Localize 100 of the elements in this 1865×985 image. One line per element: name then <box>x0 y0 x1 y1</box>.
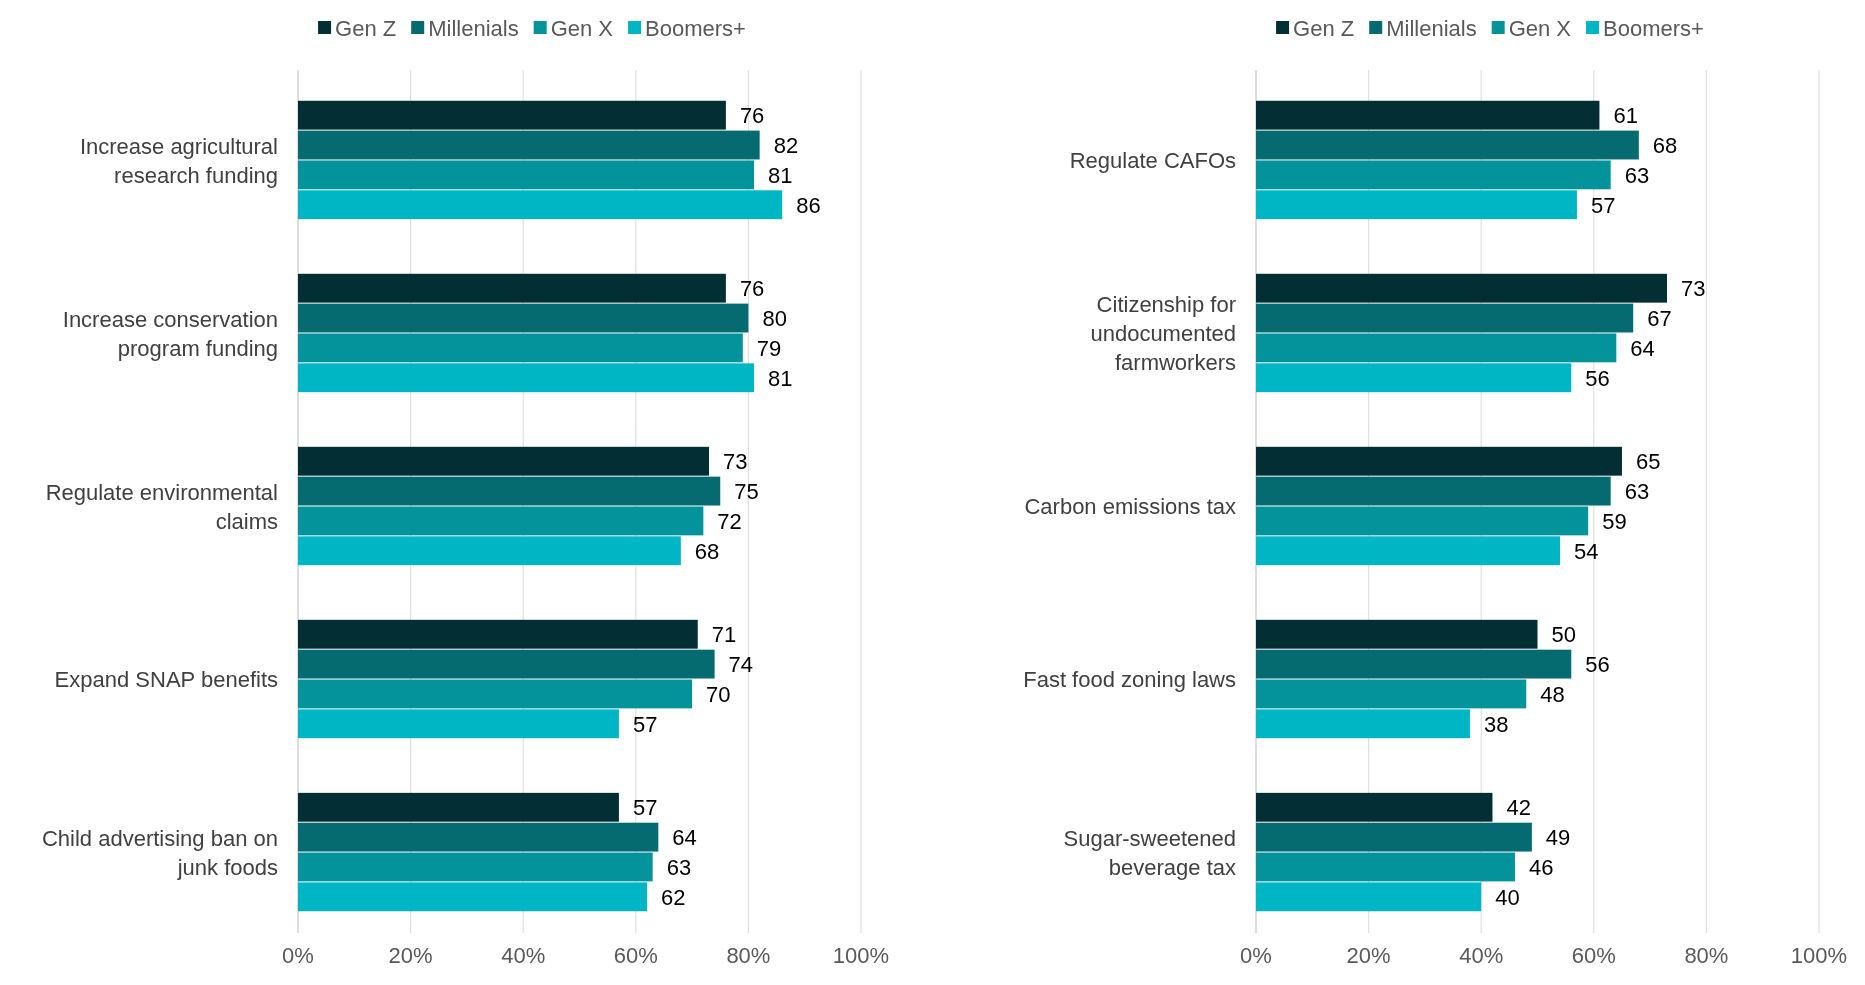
x-tick-label: 20% <box>388 942 433 968</box>
y-tick-label: Expand SNAP benefits <box>54 667 278 693</box>
data-label: 57 <box>632 795 658 821</box>
data-label: 70 <box>706 682 731 708</box>
data-label: 64 <box>672 825 697 851</box>
legend-label: Gen X <box>1508 15 1572 41</box>
bar <box>298 709 619 739</box>
x-tick-label: 0% <box>1240 942 1272 968</box>
bar <box>1256 160 1611 190</box>
x-tick-label: 60% <box>1571 942 1616 968</box>
bar <box>1256 190 1577 220</box>
data-label: 63 <box>666 855 692 881</box>
bar <box>298 792 619 822</box>
x-tick-label: 0% <box>282 942 314 968</box>
data-label: 64 <box>1630 336 1655 362</box>
data-label: 46 <box>1528 855 1554 881</box>
y-tick-label: Regulate CAFOs <box>1069 148 1236 174</box>
data-label: 59 <box>1602 509 1627 535</box>
bar <box>1256 619 1538 649</box>
data-label: 61 <box>1613 103 1638 129</box>
data-label: 62 <box>661 885 686 911</box>
bar <box>298 160 755 190</box>
data-label: 63 <box>1624 479 1650 505</box>
y-tick-label: Regulate environmental claims <box>45 479 278 534</box>
legend-label: Gen Z <box>335 15 397 41</box>
data-label: 57 <box>1590 192 1616 218</box>
data-label: 79 <box>756 336 782 362</box>
bar <box>1256 506 1589 536</box>
bar <box>1256 679 1527 709</box>
data-label: 48 <box>1540 682 1565 708</box>
bar <box>1256 100 1600 130</box>
data-label: 56 <box>1585 365 1610 391</box>
legend-label: Millenials <box>428 15 519 41</box>
data-label: 65 <box>1635 449 1661 475</box>
bar <box>298 506 704 536</box>
data-label: 73 <box>1680 276 1706 302</box>
bar <box>1256 363 1572 393</box>
legend-label: Boomers+ <box>1603 15 1704 41</box>
legend-label: Gen X <box>550 15 614 41</box>
data-label: 74 <box>728 652 754 678</box>
legend-label: Millenials <box>1386 15 1477 41</box>
bar <box>1256 649 1572 679</box>
x-tick-label: 40% <box>501 942 546 968</box>
data-label: 67 <box>1647 306 1672 332</box>
data-label: 80 <box>762 306 787 332</box>
x-tick-label: 100% <box>832 942 890 968</box>
y-tick-label: Sugar-sweetened beverage tax <box>1063 825 1236 880</box>
data-label: 68 <box>694 538 720 564</box>
x-tick-label: 20% <box>1346 942 1391 968</box>
bar <box>1256 130 1639 160</box>
y-tick-label: Fast food zoning laws <box>1023 667 1236 693</box>
data-label: 81 <box>768 163 793 189</box>
data-label: 72 <box>717 509 742 535</box>
bar <box>298 190 783 220</box>
x-tick-label: 40% <box>1459 942 1504 968</box>
y-tick-label: Carbon emissions tax <box>1024 494 1236 520</box>
x-tick-label: 100% <box>1790 942 1848 968</box>
bar <box>298 649 715 679</box>
bar <box>298 679 693 709</box>
bar <box>298 363 755 393</box>
x-tick-label: 80% <box>1684 942 1729 968</box>
data-label: 49 <box>1545 825 1571 851</box>
data-label: 38 <box>1483 711 1509 737</box>
bar <box>298 273 726 303</box>
data-label: 73 <box>722 449 748 475</box>
y-tick-label: Increase conservation program funding <box>62 306 278 361</box>
y-tick-label: Increase agricultural research funding <box>79 133 278 188</box>
bar <box>298 476 721 506</box>
bar <box>298 822 659 852</box>
bar <box>298 100 726 130</box>
bar <box>1256 446 1622 476</box>
bar <box>298 882 648 912</box>
data-label: 86 <box>796 192 821 218</box>
data-label: 40 <box>1495 885 1520 911</box>
bar <box>1256 852 1515 882</box>
data-label: 54 <box>1574 538 1599 564</box>
bar <box>298 130 760 160</box>
data-label: 56 <box>1585 652 1610 678</box>
bar <box>1256 476 1611 506</box>
data-label: 42 <box>1506 795 1531 821</box>
data-label: 75 <box>734 479 759 505</box>
data-label: 50 <box>1551 622 1576 648</box>
data-label: 63 <box>1624 163 1650 189</box>
data-label: 76 <box>739 276 765 302</box>
bar <box>298 852 653 882</box>
bar <box>1256 273 1667 303</box>
data-label: 81 <box>768 365 793 391</box>
x-tick-label: 60% <box>613 942 658 968</box>
legend-label: Boomers+ <box>645 15 746 41</box>
data-label: 68 <box>1652 133 1678 159</box>
bar <box>1256 333 1617 363</box>
bar <box>1256 792 1493 822</box>
y-tick-label: Child advertising ban on junk foods <box>41 825 278 880</box>
legend-label: Gen Z <box>1293 15 1355 41</box>
data-label: 82 <box>773 133 799 159</box>
bar <box>1256 303 1634 333</box>
data-label: 76 <box>739 103 765 129</box>
bar <box>1256 822 1532 852</box>
y-tick-label: Citizenship for undocumented farmworkers <box>1090 292 1236 376</box>
bar <box>1256 536 1561 566</box>
